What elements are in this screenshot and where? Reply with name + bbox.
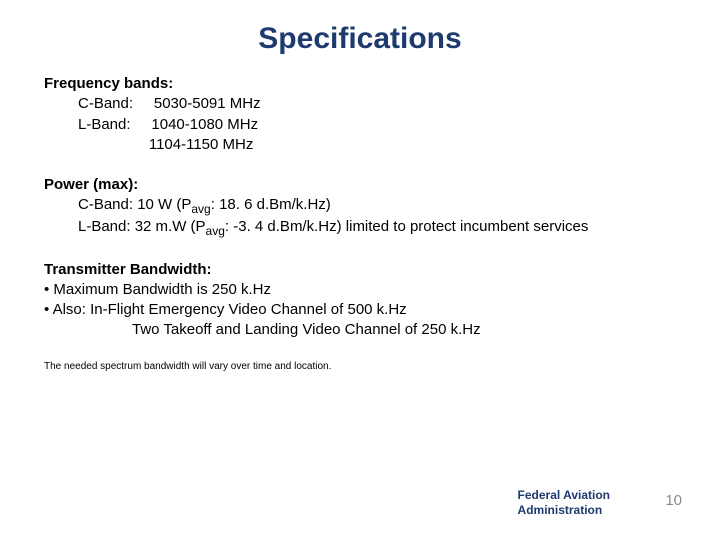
tx-bullet-1: • Maximum Bandwidth is 250 k.Hz — [44, 280, 690, 300]
tx-heading: Transmitter Bandwidth: — [44, 261, 212, 278]
power-lband-note: limited to protect incumbent services — [342, 218, 589, 235]
power-section: Power (max): C-Band: 10 W (Pavg: 18. 6 d… — [44, 175, 690, 240]
power-cband-prefix: C-Band: 10 W (P — [78, 196, 191, 213]
freq-cband-label: C-Band: — [78, 95, 133, 112]
freq-lband-range2: 1104-1150 MHz — [149, 136, 254, 153]
power-heading: Power (max): — [44, 176, 138, 193]
tx-bullet-2: • Also: In-Flight Emergency Video Channe… — [44, 300, 690, 320]
slide-title: Specifications — [0, 0, 720, 74]
page-number: 10 — [665, 492, 682, 509]
freq-lband-range1: 1040-1080 MHz — [151, 116, 258, 133]
freq-lband-label: L-Band: — [78, 116, 131, 133]
tx-bullet-2b: Two Takeoff and Landing Video Channel of… — [44, 320, 690, 340]
power-cband-sub: avg — [191, 202, 210, 216]
footer: Federal Aviation Administration 10 — [0, 488, 720, 528]
frequency-bands-section: Frequency bands: C-Band: 5030-5091 MHz L… — [44, 74, 690, 155]
freq-heading: Frequency bands: — [44, 75, 173, 92]
power-lband-sub: avg — [206, 224, 225, 238]
power-lband-line: L-Band: 32 m.W (Pavg: -3. 4 d.Bm/k.Hz) l… — [78, 217, 690, 239]
freq-lband-line1: L-Band: 1040-1080 MHz — [78, 115, 690, 135]
freq-cband-range: 5030-5091 MHz — [154, 95, 261, 112]
content-area: Frequency bands: C-Band: 5030-5091 MHz L… — [0, 74, 720, 372]
freq-cband-line: C-Band: 5030-5091 MHz — [78, 94, 690, 114]
footer-org: Federal Aviation Administration — [518, 488, 610, 518]
power-cband-suffix: : 18. 6 d.Bm/k.Hz) — [211, 196, 331, 213]
footer-org-line1: Federal Aviation — [518, 488, 610, 502]
footnote: The needed spectrum bandwidth will vary … — [44, 361, 690, 372]
freq-lband-line2: 1104-1150 MHz — [78, 135, 690, 155]
tx-bandwidth-section: Transmitter Bandwidth: • Maximum Bandwid… — [44, 260, 690, 341]
footer-org-line2: Administration — [518, 503, 603, 517]
power-cband-line: C-Band: 10 W (Pavg: 18. 6 d.Bm/k.Hz) — [78, 195, 690, 217]
power-lband-suffix: : -3. 4 d.Bm/k.Hz) — [225, 218, 342, 235]
power-lband-prefix: L-Band: 32 m.W (P — [78, 218, 206, 235]
